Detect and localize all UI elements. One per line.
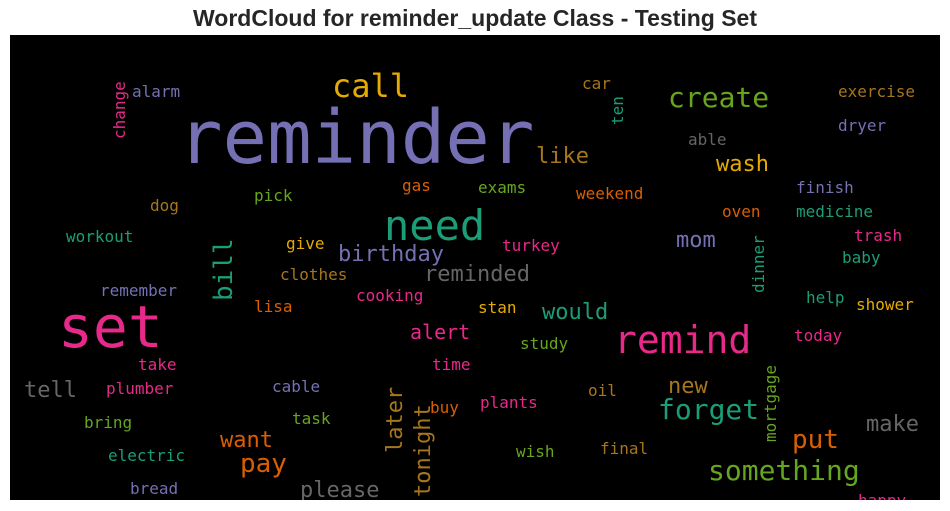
word-trash: trash	[854, 226, 902, 245]
word-task: task	[292, 409, 331, 428]
word-study: study	[520, 334, 569, 353]
word-buy: buy	[430, 398, 459, 417]
word-cable: cable	[272, 377, 320, 396]
word-mortgage: mortgage	[761, 365, 780, 442]
word-would: would	[542, 300, 608, 325]
word-plumber: plumber	[106, 379, 174, 398]
word-gas: gas	[402, 176, 431, 195]
word-electric: electric	[108, 446, 185, 465]
word-cloud-canvas: reminder set need remind call create forget som…	[24, 67, 919, 500]
word-wash: wash	[716, 152, 769, 177]
word-dryer: dryer	[838, 116, 887, 135]
word-baby: baby	[842, 248, 881, 267]
word-forget: forget	[658, 393, 759, 426]
word-workout: workout	[66, 227, 133, 246]
word-cooking: cooking	[356, 286, 423, 305]
word-exercise: exercise	[838, 82, 915, 101]
word-create: create	[668, 81, 769, 114]
chart-title: WordCloud for reminder_update Class - Te…	[193, 5, 757, 31]
word-want: want	[220, 428, 273, 453]
word-like: like	[536, 144, 589, 169]
word-remember: remember	[100, 281, 177, 300]
word-weekend: weekend	[576, 184, 643, 203]
word-tell: tell	[24, 378, 77, 403]
word-pay: pay	[240, 449, 287, 479]
word-new: new	[668, 374, 708, 399]
word-stan: stan	[478, 298, 517, 317]
word-help: help	[806, 288, 845, 307]
word-cloud: reminder set need remind call create forget som…	[10, 35, 940, 500]
word-dog: dog	[150, 196, 179, 215]
word-clothes: clothes	[280, 265, 347, 284]
word-ten: ten	[608, 96, 627, 125]
word-birthday: birthday	[338, 242, 444, 267]
word-car: car	[582, 74, 611, 93]
word-reminded: reminded	[424, 262, 530, 287]
word-pick: pick	[254, 186, 293, 205]
word-remind: remind	[614, 318, 751, 362]
word-set: set	[58, 293, 163, 361]
word-alert: alert	[410, 320, 470, 344]
word-lisa: lisa	[254, 297, 293, 316]
word-today: today	[794, 326, 843, 345]
word-reminder: reminder	[178, 95, 534, 181]
word-alarm: alarm	[132, 82, 180, 101]
word-take: take	[138, 355, 177, 374]
word-turkey: turkey	[502, 236, 560, 255]
word-later: later	[383, 387, 408, 453]
word-mom: mom	[676, 228, 716, 253]
word-oil: oil	[588, 381, 617, 400]
word-call: call	[332, 67, 409, 105]
word-shower: shower	[856, 295, 914, 314]
word-bill: bill	[209, 238, 239, 301]
word-able: able	[688, 130, 727, 149]
word-finish: finish	[796, 178, 854, 197]
word-bring: bring	[84, 413, 132, 432]
word-change: change	[110, 81, 129, 139]
word-put: put	[792, 425, 839, 455]
word-make: make	[866, 412, 919, 437]
word-medicine: medicine	[796, 202, 873, 221]
word-give: give	[286, 234, 325, 253]
word-dinner: dinner	[749, 235, 768, 293]
word-need: need	[384, 201, 485, 250]
word-tonight: tonight	[411, 404, 436, 497]
word-exams: exams	[478, 178, 526, 197]
word-happy: happy	[858, 491, 907, 500]
word-oven: oven	[722, 202, 761, 221]
word-wish: wish	[516, 442, 555, 461]
word-time: time	[432, 355, 471, 374]
word-final: final	[600, 439, 648, 458]
word-please: please	[300, 478, 379, 500]
word-finished: finished	[644, 497, 721, 500]
word-something: something	[708, 454, 860, 487]
word-plants: plants	[480, 393, 538, 412]
word-bread: bread	[130, 479, 178, 498]
